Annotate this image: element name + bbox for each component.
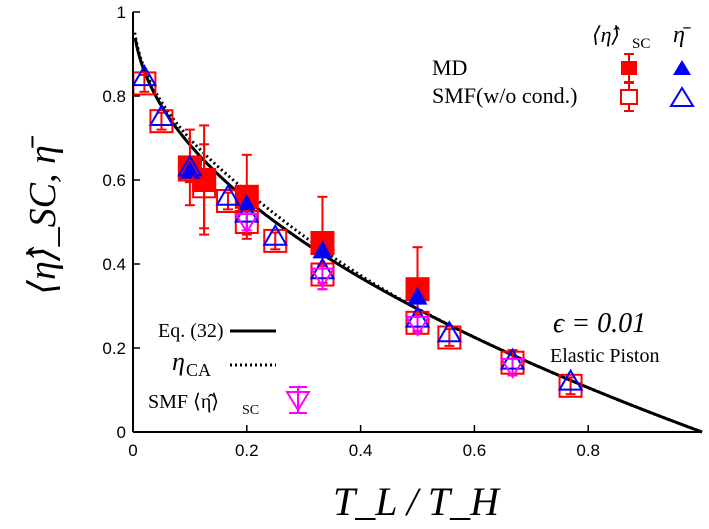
smf-eta-bar-point: [177, 154, 203, 177]
legend-smf-label: SMF(w/o cond.): [432, 83, 577, 108]
y-tick-label: 0.2: [102, 339, 126, 358]
smf-eta-bar-point: [557, 368, 584, 391]
y-tick-label: 0.6: [102, 171, 126, 190]
ticks: 0 0.2 0.4 0.6 0.8 0 0.2 0.4 0.6 0.8 1: [102, 3, 600, 460]
smf-eta-sc-point: [192, 174, 217, 199]
smf-eta-sc-point: [558, 373, 583, 398]
x-tick-label: 0: [128, 441, 137, 460]
smf-eta-sc-point: [149, 109, 174, 134]
y-tick-label: 0.8: [102, 87, 126, 106]
y-tick-label: 1: [117, 3, 126, 22]
legend-header: ⟨η̂⟩ SC η̄: [592, 22, 691, 52]
legend-eq32: Eq. (32): [158, 320, 276, 342]
smf-eta-bar-point: [131, 64, 158, 87]
smf-eta-bar-point: [234, 200, 260, 223]
legend-md-square: [621, 53, 637, 83]
legend-header-col1-sub: SC: [632, 36, 650, 52]
legend-etaca-sub: CA: [186, 360, 211, 380]
markers: [131, 64, 584, 398]
legend-etaca: η CA: [172, 347, 276, 380]
md-eta-bar-point: [179, 160, 200, 179]
legend-row-md: MD: [432, 53, 691, 83]
smf-eta-bar-point: [436, 320, 463, 343]
smf-eta-bar-point: [148, 104, 175, 126]
legend-etaca-label: η: [172, 347, 185, 376]
md-eta-bar-point: [312, 240, 333, 259]
legend-row-smf: SMF(w/o cond.): [432, 82, 695, 112]
legend-smf-square: [620, 82, 638, 112]
legend-smf-triangle: [669, 86, 695, 107]
x-tick-label: 0.6: [463, 441, 487, 460]
smf-full-eta-sc-point: [404, 315, 431, 337]
epsilon-annotation: ϵ = 0.01: [553, 308, 646, 339]
y-axis-label: ⟨η̂⟩_SC, η̄: [22, 135, 64, 295]
curve-eta-ca: [133, 32, 703, 434]
smf-eta-bar-point: [262, 223, 288, 246]
smf-eta-sc-point: [500, 350, 525, 375]
smf-full-eta-sc-point: [234, 213, 260, 234]
x-tick-label: 0.2: [235, 441, 259, 460]
smf-eta-sc-point: [177, 157, 202, 182]
legend-smf-sc-marker: [285, 386, 311, 414]
legend-smf-sc: SMF ⟨η̂⟩ SC: [148, 386, 311, 418]
smf-eta-sc-point: [216, 189, 241, 213]
smf-eta-sc-point: [263, 228, 288, 253]
x-tick-label: 0.8: [576, 441, 600, 460]
x-tick-label: 0.4: [349, 441, 373, 460]
legend-smf-sc-label: SMF ⟨η̂⟩: [148, 391, 219, 413]
y-axis-label-text: ⟨η̂⟩_SC, η̄: [22, 135, 64, 295]
legend-eq32-label: Eq. (32): [158, 320, 224, 342]
smf-full-eta-sc-point: [499, 357, 526, 379]
y-tick-label: 0.4: [102, 255, 126, 274]
axes: [132, 12, 702, 433]
smf-eta-sc-point: [437, 325, 462, 350]
legend-smf-sc-sub: SC: [242, 403, 259, 418]
legend-md-triangle: [673, 60, 691, 75]
y-tick-label: 0: [117, 423, 126, 442]
legend-md-label: MD: [432, 55, 467, 80]
legend-header-col1: ⟨η̂⟩: [592, 22, 620, 47]
x-axis-label: T_L / T_H: [333, 479, 501, 524]
smf-eta-bar-point: [215, 183, 241, 206]
md-eta-bar-point: [407, 286, 428, 305]
piston-annotation: Elastic Piston: [550, 345, 659, 367]
smf-full-eta-sc-point: [309, 267, 336, 289]
